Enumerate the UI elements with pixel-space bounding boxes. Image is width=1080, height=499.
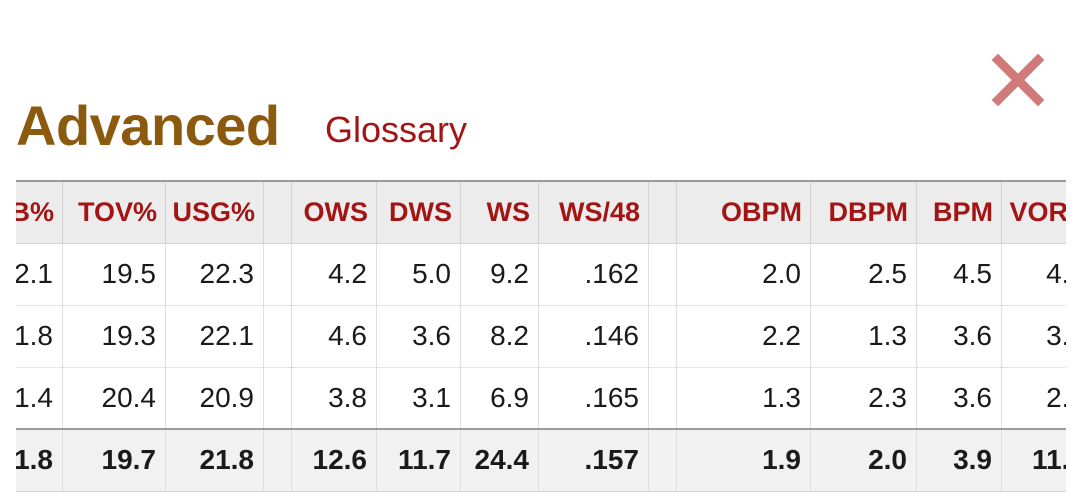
table-cell: .165 <box>538 367 649 430</box>
table-cell: 3.6 <box>376 305 461 368</box>
table-cell: .146 <box>538 305 649 368</box>
column-header[interactable]: VORP <box>1001 180 1066 244</box>
stats-table-container[interactable]: TRB% TOV% USG% OWS DWS WS WS/48 OBPM DBP… <box>16 180 1066 499</box>
close-icon <box>990 52 1046 108</box>
column-header[interactable]: USG% <box>165 180 264 244</box>
table-cell: 2.5 <box>810 243 917 306</box>
table-cell: 2.8 <box>1001 367 1066 430</box>
column-header[interactable]: TRB% <box>16 180 63 244</box>
table-cell: 3.1 <box>376 367 461 430</box>
table-cell: 4.2 <box>291 243 377 306</box>
column-header[interactable]: OBPM <box>676 180 811 244</box>
table-spacer-cell <box>263 367 292 430</box>
table-spacer-cell <box>648 243 677 306</box>
table-spacer-cell <box>263 243 292 306</box>
table-cell: 11.4 <box>16 367 63 430</box>
column-header[interactable]: DBPM <box>810 180 917 244</box>
table-row: 12.1 19.5 22.3 4.2 5.0 9.2 .162 2.0 2.5 … <box>16 243 1066 306</box>
table-cell: 20.9 <box>165 367 264 430</box>
table-cell: 12.1 <box>16 243 63 306</box>
table-cell: 9.2 <box>460 243 539 306</box>
table-total-row: 11.8 19.7 21.8 12.6 11.7 24.4 .157 1.9 2… <box>16 428 1066 492</box>
table-row: 11.4 20.4 20.9 3.8 3.1 6.9 .165 1.3 2.3 … <box>16 367 1066 430</box>
table-cell: 8.2 <box>460 305 539 368</box>
table-cell: 3.6 <box>916 367 1002 430</box>
table-cell: .157 <box>538 428 649 492</box>
table-cell: 4.5 <box>916 243 1002 306</box>
table-cell: 20.4 <box>62 367 166 430</box>
table-cell: 6.9 <box>460 367 539 430</box>
table-cell: 3.8 <box>1001 305 1066 368</box>
table-spacer-cell <box>263 305 292 368</box>
table-spacer-cell <box>648 367 677 430</box>
table-cell: 2.0 <box>676 243 811 306</box>
section-title: Advanced <box>16 94 280 157</box>
table-cell: 22.3 <box>165 243 264 306</box>
table-spacer-cell <box>648 305 677 368</box>
column-header[interactable]: WS <box>460 180 539 244</box>
table-cell: 2.3 <box>810 367 917 430</box>
table-cell: 22.1 <box>165 305 264 368</box>
table-cell: 3.6 <box>916 305 1002 368</box>
table-cell: .162 <box>538 243 649 306</box>
table-cell: 3.8 <box>291 367 377 430</box>
table-row: 11.8 19.3 22.1 4.6 3.6 8.2 .146 2.2 1.3 … <box>16 305 1066 368</box>
table-cell: 11.7 <box>376 428 461 492</box>
column-spacer <box>648 180 677 244</box>
table-cell: 5.0 <box>376 243 461 306</box>
table-cell: 3.9 <box>916 428 1002 492</box>
table-cell: 19.7 <box>62 428 166 492</box>
table-cell: 1.3 <box>676 367 811 430</box>
table-spacer-cell <box>648 428 677 492</box>
table-cell: 21.8 <box>165 428 264 492</box>
table-cell: 11.2 <box>1001 428 1066 492</box>
table-cell: 4.6 <box>291 305 377 368</box>
column-header[interactable]: BPM <box>916 180 1002 244</box>
table-cell: 19.3 <box>62 305 166 368</box>
table-cell: 12.6 <box>291 428 377 492</box>
glossary-link[interactable]: Glossary <box>325 109 468 150</box>
table-cell: 1.9 <box>676 428 811 492</box>
table-cell: 11.8 <box>16 428 63 492</box>
column-header[interactable]: WS/48 <box>538 180 649 244</box>
column-header[interactable]: TOV% <box>62 180 166 244</box>
table-spacer-cell <box>263 428 292 492</box>
table-cell: 24.4 <box>460 428 539 492</box>
table-cell: 4.5 <box>1001 243 1066 306</box>
table-cell: 1.3 <box>810 305 917 368</box>
column-spacer <box>263 180 292 244</box>
advanced-stats-table: TRB% TOV% USG% OWS DWS WS WS/48 OBPM DBP… <box>16 180 1066 492</box>
column-header[interactable]: OWS <box>291 180 377 244</box>
table-cell: 11.8 <box>16 305 63 368</box>
close-button[interactable] <box>990 52 1046 108</box>
table-cell: 2.2 <box>676 305 811 368</box>
table-cell: 2.0 <box>810 428 917 492</box>
table-header-row: TRB% TOV% USG% OWS DWS WS WS/48 OBPM DBP… <box>16 180 1066 244</box>
column-header[interactable]: DWS <box>376 180 461 244</box>
table-cell: 19.5 <box>62 243 166 306</box>
